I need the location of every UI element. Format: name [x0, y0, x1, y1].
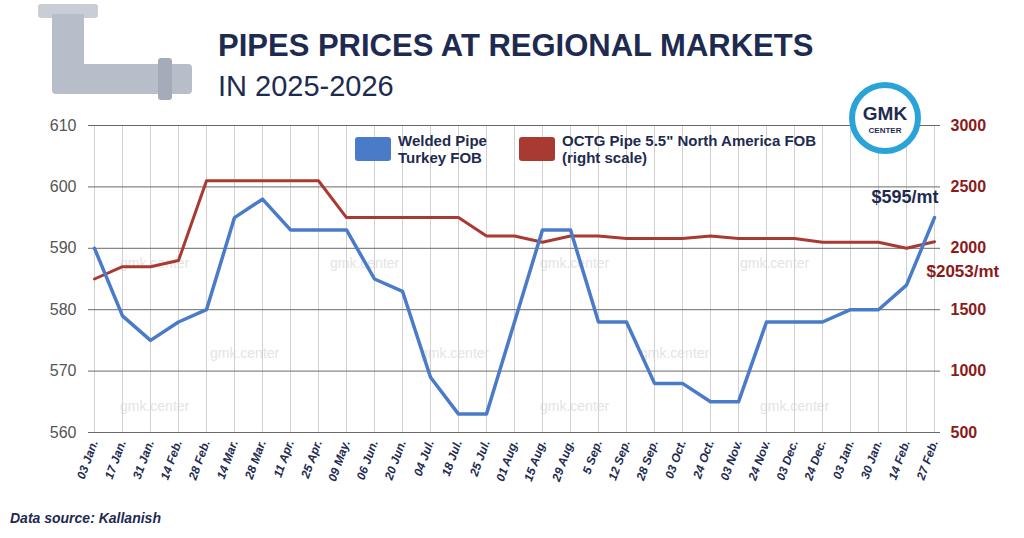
svg-text:27 Feb.: 27 Feb. [913, 438, 941, 483]
html-text:gmk.center: gmk.center [210, 345, 280, 361]
svg-text:09 May.: 09 May. [325, 438, 353, 483]
svg-text:CENTER: CENTER [869, 126, 902, 135]
svg-text:03 Jan.: 03 Jan. [74, 438, 101, 481]
html-text:gmk.center: gmk.center [540, 398, 610, 414]
svg-text:28 Feb.: 28 Feb. [185, 438, 213, 483]
svg-text:14 Mar.: 14 Mar. [214, 438, 241, 481]
svg-text:580: 580 [50, 301, 77, 318]
svg-text:1000: 1000 [951, 362, 987, 379]
svg-text:2000: 2000 [951, 239, 987, 256]
svg-text:03 Dec.: 03 Dec. [773, 438, 801, 482]
svg-text:24 Nov.: 24 Nov. [745, 438, 773, 483]
html-text:Welded Pipe Turkey FOB: Welded Pipe Turkey FOB [398, 132, 487, 167]
svg-text:25 Jul.: 25 Jul. [467, 438, 493, 479]
svg-text:06 Jun.: 06 Jun. [354, 438, 381, 482]
svg-text:610: 610 [50, 117, 77, 134]
html-text:Data source: Kallanish: Data source: Kallanish [10, 510, 161, 526]
html-text:IN 2025-2026: IN 2025-2026 [218, 70, 394, 102]
svg-text:15 Aug.: 15 Aug. [521, 438, 549, 483]
svg-text:$2053/mt: $2053/mt [927, 262, 1000, 281]
svg-text:$595/mt: $595/mt [871, 187, 938, 207]
svg-text:29 Aug.: 29 Aug. [549, 438, 577, 484]
svg-text:14 Feb.: 14 Feb. [158, 438, 185, 482]
svg-text:11 Apr.: 11 Apr. [271, 438, 297, 479]
svg-text:590: 590 [50, 239, 77, 256]
svg-text:18 Jul.: 18 Jul. [439, 438, 465, 478]
svg-text:17 Jan.: 17 Jan. [102, 438, 129, 481]
svg-text:560: 560 [50, 424, 77, 441]
html-text:gmk.center: gmk.center [640, 345, 710, 361]
svg-text:01 Aug.: 01 Aug. [493, 438, 521, 483]
svg-text:500: 500 [951, 424, 978, 441]
svg-text:03 Oct.: 03 Oct. [662, 438, 689, 480]
svg-text:2500: 2500 [951, 178, 987, 195]
html-text:gmk.center: gmk.center [740, 255, 810, 271]
html-text:OCTG Pipe 5.5" North America F: OCTG Pipe 5.5" North America FOB (right … [562, 132, 817, 167]
svg-text:5 Sep.: 5 Sep. [580, 438, 605, 476]
svg-text:03 Nov.: 03 Nov. [717, 438, 745, 482]
svg-text:3000: 3000 [951, 117, 987, 134]
svg-text:12 Sep.: 12 Sep. [605, 438, 633, 482]
html-text:gmk.center: gmk.center [540, 255, 610, 271]
svg-text:28 Sep.: 28 Sep. [633, 438, 661, 483]
svg-text:04 Jul.: 04 Jul. [411, 438, 437, 478]
svg-text:28 Mar.: 28 Mar. [242, 438, 269, 482]
svg-text:20 Jun.: 20 Jun. [381, 438, 409, 483]
html-text:gmk.center: gmk.center [120, 398, 190, 414]
svg-text:14 Feb.: 14 Feb. [886, 438, 913, 482]
svg-text:24 Dec.: 24 Dec. [801, 438, 829, 483]
svg-text:600: 600 [50, 178, 77, 195]
svg-text:GMK: GMK [863, 103, 908, 124]
html-text:gmk.center: gmk.center [760, 398, 830, 414]
html-text:PIPES PRICES AT REGIONAL MARKE: PIPES PRICES AT REGIONAL MARKETS [218, 28, 814, 63]
svg-text:24 Oct.: 24 Oct. [690, 438, 717, 481]
svg-text:03 Jan.: 03 Jan. [830, 438, 857, 481]
svg-text:1500: 1500 [951, 301, 987, 318]
svg-text:25 Apr.: 25 Apr. [298, 438, 325, 481]
html-text:gmk.center: gmk.center [120, 255, 190, 271]
svg-text:570: 570 [50, 362, 77, 379]
svg-text:31 Jan.: 31 Jan. [130, 438, 157, 481]
html-text:gmk.center: gmk.center [420, 345, 490, 361]
html-text:gmk.center: gmk.center [330, 255, 400, 271]
svg-text:30 Jan.: 30 Jan. [858, 438, 885, 481]
